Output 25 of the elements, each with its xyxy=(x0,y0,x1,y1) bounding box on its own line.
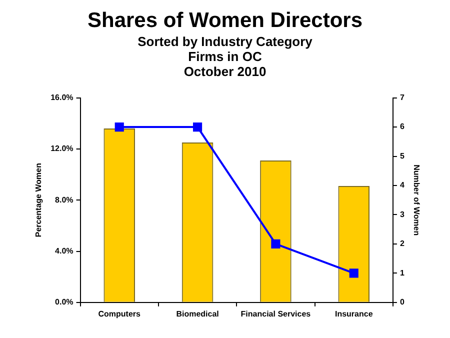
x-tick-label: Biomedical xyxy=(176,309,219,318)
x-tick-label: Computers xyxy=(98,309,142,318)
y2-tick-label: 2 xyxy=(400,239,405,248)
point xyxy=(114,122,124,132)
y-axis-title: Percentage Women xyxy=(34,162,44,238)
y2-tick-label: 3 xyxy=(400,210,405,219)
y2-tick-label: 5 xyxy=(400,151,405,160)
chart-title: Shares of Women Directors xyxy=(86,8,364,34)
y-tick-label: 0.0% xyxy=(55,298,74,307)
y2-tick-label: 7 xyxy=(400,93,405,102)
y2-tick-label: 0 xyxy=(400,298,405,307)
x-tick-label: Financial Services xyxy=(240,309,312,318)
chart-subtitle: Sorted by Industry Category Firms in OC October 2010 xyxy=(136,34,314,79)
y-tick-label: 12.0% xyxy=(50,144,74,154)
y2-tick-label: 1 xyxy=(400,268,405,278)
point xyxy=(193,122,202,132)
y-tick-label: 8.0% xyxy=(55,195,74,204)
y-tick-label: 16.0% xyxy=(50,93,74,102)
y2-axis-title: Number of Women xyxy=(412,164,421,236)
point xyxy=(349,268,358,278)
x-tick-label: Insurance xyxy=(334,309,374,318)
y2-tick-label: 4 xyxy=(400,180,405,190)
point xyxy=(271,239,280,248)
y2-tick-label: 6 xyxy=(400,122,405,132)
y-tick-label: 4.0% xyxy=(55,246,74,256)
